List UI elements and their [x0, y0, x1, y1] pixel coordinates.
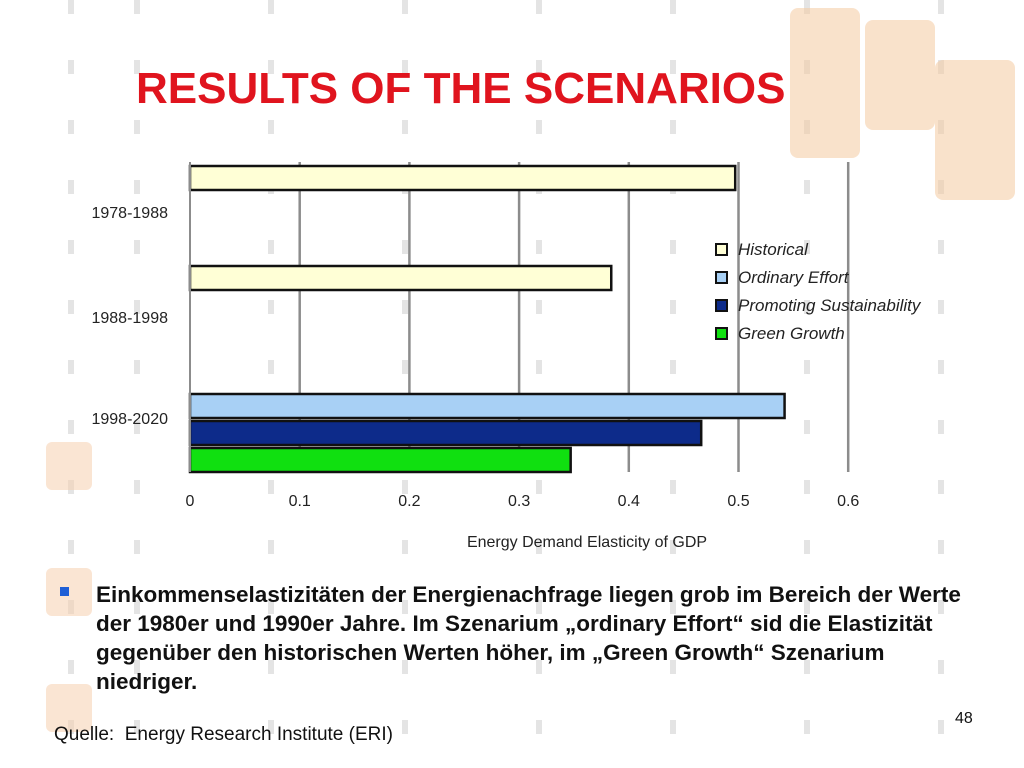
source-citation: Quelle: Energy Research Institute (ERI) [54, 724, 393, 745]
background-dash-column [68, 0, 74, 768]
category-label: 1988-1998 [91, 310, 168, 327]
legend-entry: Ordinary Effort [738, 268, 850, 287]
x-tick-label: 0 [186, 493, 195, 510]
legend-swatch [715, 243, 728, 256]
x-axis-label: Energy Demand Elasticity of GDP [467, 534, 707, 551]
chart-bars [188, 164, 786, 474]
x-tick-label: 0.5 [727, 493, 749, 510]
chart-axes: 0 0.1 0.2 0.3 0.4 0.5 0.6 1978-1988 1988-1998 199… [91, 162, 859, 510]
legend-entry: Historical [738, 240, 809, 259]
bullet-paragraph: Einkommenselastizitäten der Energienachf… [60, 580, 962, 696]
x-tick-label: 0.1 [289, 493, 311, 510]
background-dash-column [268, 0, 274, 768]
background-dash-column [402, 0, 408, 768]
background-dash-column [134, 0, 140, 768]
bar-ordinary-effort [188, 392, 786, 420]
background-dash-column [804, 0, 810, 768]
calligraphy-stamp-decoration [46, 568, 92, 616]
background-dash-column [670, 0, 676, 768]
background-dash-column [536, 0, 542, 768]
legend-entry: Green Growth [738, 324, 845, 343]
bar-historical [188, 264, 613, 292]
x-tick-label: 0.3 [508, 493, 530, 510]
legend-swatch [715, 299, 728, 312]
x-tick-label: 0.2 [398, 493, 420, 510]
chart-legend: Historical Ordinary Effort Promoting Susta… [715, 240, 922, 343]
x-tick-label: 0.4 [618, 493, 640, 510]
calligraphy-stamp-decoration [46, 684, 92, 732]
category-label: 1998-2020 [91, 411, 168, 428]
x-tick-label: 0.6 [837, 493, 859, 510]
background-dash-column [938, 0, 944, 768]
bullet-text: Einkommenselastizitäten der Energienachf… [96, 582, 961, 694]
legend-entry: Promoting Sustainability [738, 296, 922, 315]
calligraphy-decoration [865, 20, 935, 130]
legend-swatch [715, 271, 728, 284]
bar-promoting-sustainability [188, 419, 703, 447]
calligraphy-stamp-decoration [46, 442, 92, 490]
page-number: 48 [955, 710, 973, 727]
legend-swatch [715, 327, 728, 340]
calligraphy-decoration [935, 60, 1015, 200]
slide-title: RESULTS OF THE SCENARIOS [136, 64, 786, 113]
calligraphy-decoration [790, 8, 860, 158]
category-label: 1978-1988 [91, 205, 168, 222]
elasticity-bar-chart: 0 0.1 0.2 0.3 0.4 0.5 0.6 1978-1988 1988-1998 199… [91, 162, 922, 551]
bar-green-growth [188, 446, 572, 474]
bar-historical [188, 164, 737, 192]
bullet-square-icon [60, 587, 69, 596]
